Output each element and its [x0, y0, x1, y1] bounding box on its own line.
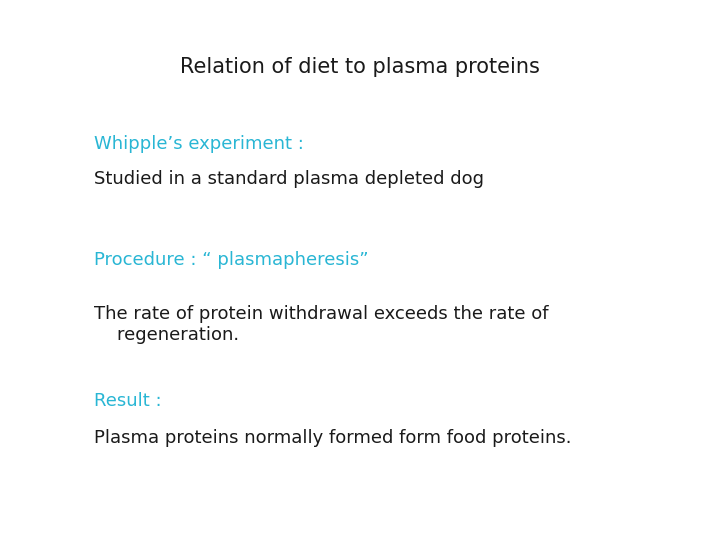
- Text: Procedure : “ plasmapheresis”: Procedure : “ plasmapheresis”: [94, 251, 368, 269]
- Text: Plasma proteins normally formed form food proteins.: Plasma proteins normally formed form foo…: [94, 429, 571, 447]
- Text: Whipple’s experiment :: Whipple’s experiment :: [94, 135, 303, 153]
- Text: Studied in a standard plasma depleted dog: Studied in a standard plasma depleted do…: [94, 170, 484, 188]
- Text: The rate of protein withdrawal exceeds the rate of
    regeneration.: The rate of protein withdrawal exceeds t…: [94, 305, 548, 344]
- Text: Result :: Result :: [94, 392, 161, 409]
- Text: Relation of diet to plasma proteins: Relation of diet to plasma proteins: [180, 57, 540, 77]
